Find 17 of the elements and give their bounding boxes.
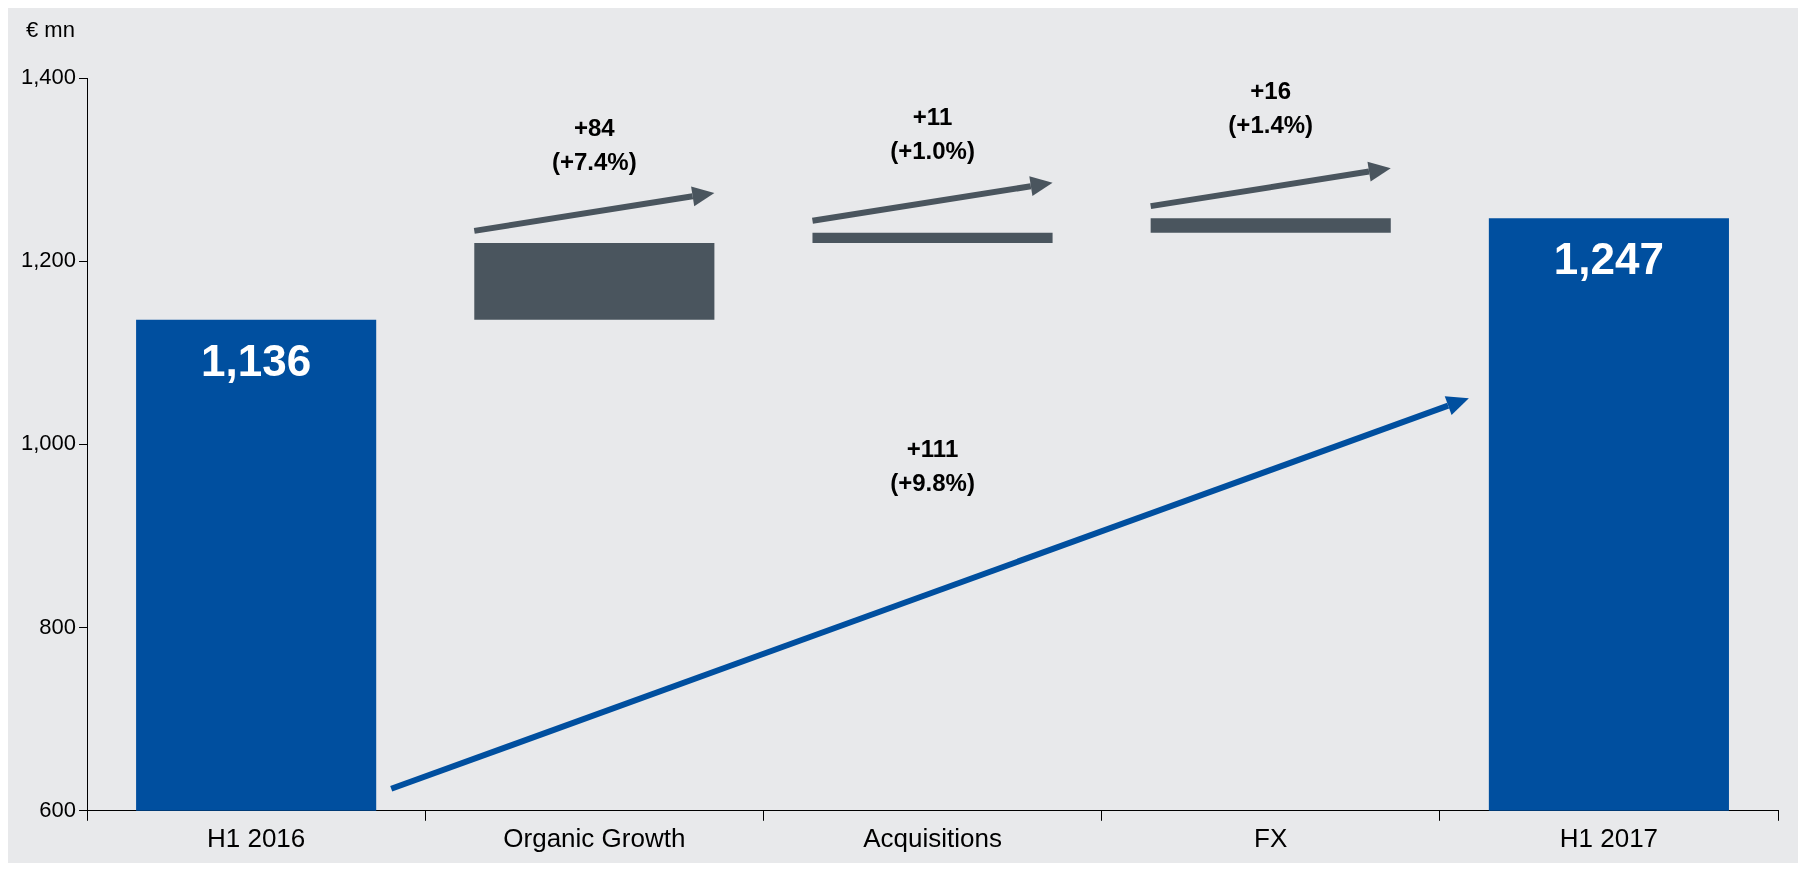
y-tick-label: 1,200 xyxy=(20,247,77,273)
x-tick-label: H1 2017 xyxy=(1559,822,1659,853)
data-label: 1,136 xyxy=(201,335,312,385)
x-tick-label: Acquisitions xyxy=(863,822,1002,853)
y-tick-label: 600 xyxy=(39,796,77,822)
x-tick-label: H1 2016 xyxy=(206,822,306,853)
data-label: 1,247 xyxy=(1553,234,1664,284)
y-tick-label: 1,000 xyxy=(20,430,77,456)
x-tick-label: Organic Growth xyxy=(503,822,686,853)
y-tick-label: 800 xyxy=(39,613,77,639)
x-tick-label: FX xyxy=(1254,822,1288,853)
annotation: +111 (+9.8%) xyxy=(890,435,975,497)
annotation: +84 (+7.4%) xyxy=(551,113,637,175)
annotation: +11 (+1.0%) xyxy=(890,103,975,165)
y-axis-title: € mn xyxy=(26,17,75,43)
y-tick-label: 1,400 xyxy=(20,64,77,90)
annotation: +16 (+1.4%) xyxy=(1228,76,1314,138)
